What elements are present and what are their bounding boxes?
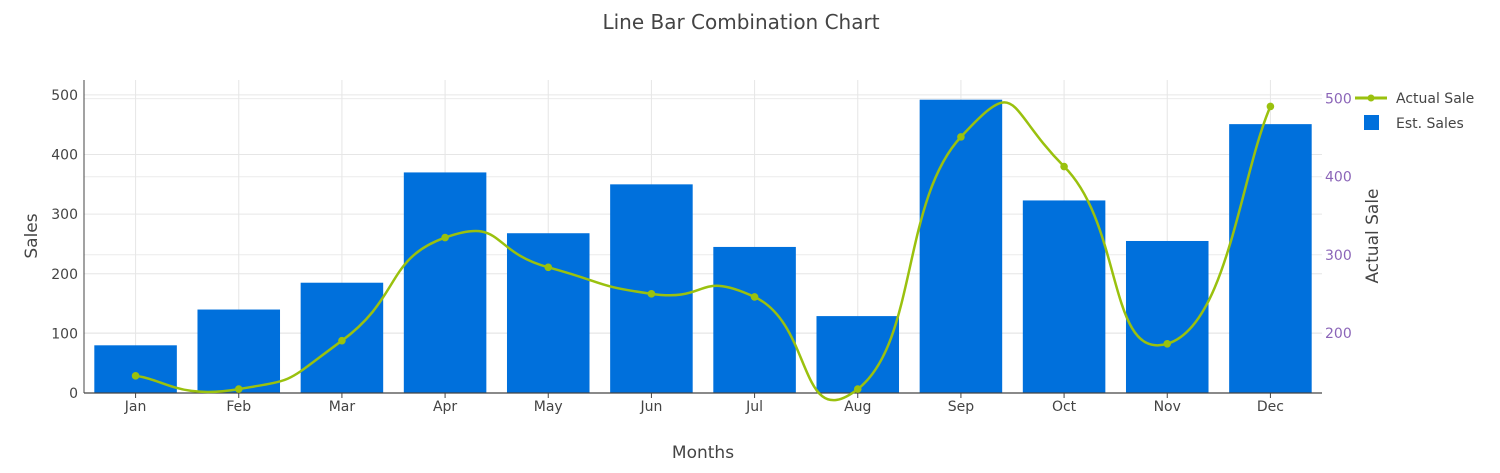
bar-sep	[919, 99, 1003, 393]
x-tick-label-nov: Nov	[1154, 399, 1181, 415]
bar-aug	[816, 316, 900, 393]
y2-tick-label: 400	[1325, 170, 1352, 186]
legend-bar-swatch	[1364, 115, 1379, 130]
actual-sale-point-sep	[957, 133, 965, 141]
legend-item-est-sales[interactable]: Est. Sales	[1364, 115, 1464, 132]
x-tick-label-aug: Aug	[844, 399, 871, 415]
legend[interactable]: Actual Sale Est. Sales	[1355, 91, 1474, 132]
y-tick-label: 0	[69, 386, 78, 402]
y-tick-label: 500	[51, 88, 78, 104]
bar-may	[506, 233, 590, 393]
legend-label-actual-sale: Actual Sale	[1396, 91, 1474, 107]
actual-sale-point-jun	[647, 290, 656, 298]
actual-sale-point-dec	[1266, 102, 1275, 111]
x-axis-title: Months	[672, 443, 734, 463]
y2-tick-label: 500	[1325, 92, 1352, 108]
line-series-actual-sale	[131, 101, 1275, 402]
bar-series-est-sales	[94, 99, 1312, 393]
y-tick-label: 200	[51, 267, 78, 283]
x-tick-label-jul: Jul	[745, 399, 763, 415]
actual-sale-point-feb	[234, 385, 243, 393]
y2-tick-label: 300	[1325, 248, 1352, 264]
legend-line-marker	[1367, 94, 1375, 102]
actual-sale-point-aug	[853, 385, 862, 393]
actual-sale-point-may	[544, 263, 553, 272]
y-tick-label: 100	[51, 326, 78, 342]
y-tick-label: 400	[51, 148, 78, 164]
bar-apr	[403, 172, 487, 393]
x-tick-label-sep: Sep	[948, 399, 975, 415]
actual-sale-point-jul	[750, 293, 759, 301]
actual-sale-point-apr	[441, 233, 449, 242]
legend-item-actual-sale[interactable]: Actual Sale	[1355, 91, 1474, 107]
axes: 0 100 200 300 400 500 200 300 400 500 Jan Feb Mar Apr…	[51, 80, 1352, 415]
x-tick-label-jun: Jun	[639, 399, 662, 415]
bar-dec	[1229, 124, 1312, 393]
y2-axis-title: Actual Sale	[1363, 188, 1383, 283]
chart-title: Line Bar Combination Chart	[602, 10, 879, 34]
actual-sale-point-oct	[1060, 162, 1068, 171]
x-tick-label-feb: Feb	[226, 399, 251, 415]
x-tick-label-dec: Dec	[1257, 399, 1284, 415]
bar-jul	[713, 246, 796, 393]
actual-sale-line	[135, 101, 1272, 402]
bar-nov	[1125, 240, 1209, 393]
x-tick-label-apr: Apr	[433, 399, 457, 415]
y-tick-label: 300	[51, 207, 78, 223]
y2-tick-label: 200	[1325, 326, 1352, 342]
bar-feb	[197, 309, 281, 393]
y-axis-title: Sales	[22, 213, 42, 258]
bar-oct	[1022, 200, 1106, 393]
bar-jan	[94, 345, 177, 393]
x-tick-label-oct: Oct	[1052, 399, 1077, 415]
actual-sale-point-nov	[1163, 340, 1172, 348]
x-tick-label-may: May	[534, 399, 563, 415]
x-tick-label-jan: Jan	[124, 399, 147, 415]
x-tick-label-mar: Mar	[329, 399, 356, 415]
legend-label-est-sales: Est. Sales	[1396, 116, 1464, 132]
actual-sale-point-jan	[131, 372, 140, 380]
actual-sale-point-mar	[338, 336, 346, 345]
